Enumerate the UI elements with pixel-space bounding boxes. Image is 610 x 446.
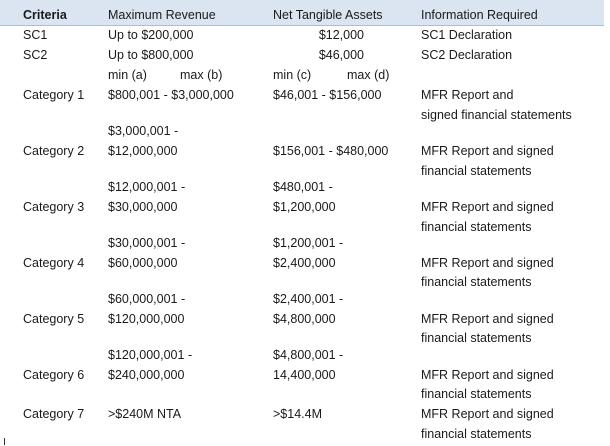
category-5-criteria: Category 5 <box>23 312 85 326</box>
category-2-nta: $156,001 - $480,000 <box>273 144 389 158</box>
subheader-min-a: min (a) <box>108 68 147 82</box>
sc2-info: SC2 Declaration <box>421 48 513 62</box>
category-1-revenue: $800,001 - $3,000,000 <box>108 88 234 102</box>
category-7-revenue: >$240M NTA <box>108 407 182 421</box>
category-6-revenue-line-1: $120,000,001 - <box>108 348 193 362</box>
category-3-nta-line-1: $480,001 - <box>273 180 333 194</box>
category-1-nta: $46,001 - $156,000 <box>273 88 382 102</box>
category-6-nta-line-2: 14,400,000 <box>273 368 336 382</box>
sc2-criteria: SC2 <box>23 48 48 62</box>
header-net-tangible-assets: Net Tangible Assets <box>273 8 383 22</box>
sc2-revenue: Up to $800,000 <box>108 48 194 62</box>
category-7-info-line-1: MFR Report and signed <box>421 407 554 421</box>
category-1-info-line-2: signed financial statements <box>421 108 572 122</box>
category-1-info-line-1: MFR Report and <box>421 88 514 102</box>
text-cursor <box>4 438 5 445</box>
category-5-revenue-line-2: $120,000,000 <box>108 312 185 326</box>
category-4-revenue-line-2: $60,000,000 <box>108 256 178 270</box>
category-7-nta: >$14.4M <box>273 407 322 421</box>
category-6-nta-line-1: $4,800,001 - <box>273 348 344 362</box>
sc1-nta: $12,000 <box>318 28 364 42</box>
category-4-nta-line-2: $2,400,000 <box>273 256 336 270</box>
category-3-revenue-line-1: $12,000,001 - <box>108 180 186 194</box>
sc2-nta: $46,000 <box>318 48 364 62</box>
category-3-nta-line-2: $1,200,000 <box>273 200 336 214</box>
header-information-required: Information Required <box>421 8 538 22</box>
header-criteria: Criteria <box>23 8 67 22</box>
sc1-info: SC1 Declaration <box>421 28 513 42</box>
category-3-revenue-line-2: $30,000,000 <box>108 200 178 214</box>
category-5-nta-line-1: $2,400,001 - <box>273 292 344 306</box>
category-3-info-line-2: financial statements <box>421 220 532 234</box>
category-2-info-line-1: MFR Report and signed <box>421 144 554 158</box>
category-4-criteria: Category 4 <box>23 256 85 270</box>
category-4-nta-line-1: $1,200,001 - <box>273 236 344 250</box>
category-5-nta-line-2: $4,800,000 <box>273 312 336 326</box>
category-1-criteria: Category 1 <box>23 88 85 102</box>
subheader-max-d: max (d) <box>347 68 390 82</box>
category-5-revenue-line-1: $60,000,001 - <box>108 292 186 306</box>
category-4-info-line-1: MFR Report and signed <box>421 256 554 270</box>
category-2-criteria: Category 2 <box>23 144 85 158</box>
sc1-revenue: Up to $200,000 <box>108 28 194 42</box>
category-6-info-line-2: financial statements <box>421 387 532 401</box>
category-2-revenue-line-1: $3,000,001 - <box>108 124 179 138</box>
category-6-info-line-1: MFR Report and signed <box>421 368 554 382</box>
category-6-criteria: Category 6 <box>23 368 85 382</box>
category-6-revenue-line-2: $240,000,000 <box>108 368 185 382</box>
category-5-info-line-2: financial statements <box>421 331 532 345</box>
category-3-criteria: Category 3 <box>23 200 85 214</box>
category-7-criteria: Category 7 <box>23 407 85 421</box>
category-3-info-line-1: MFR Report and signed <box>421 200 554 214</box>
category-4-info-line-2: financial statements <box>421 275 532 289</box>
header-maximum-revenue: Maximum Revenue <box>108 8 216 22</box>
category-7-info-line-2: financial statements <box>421 427 532 441</box>
subheader-min-c: min (c) <box>273 68 312 82</box>
sc1-criteria: SC1 <box>23 28 48 42</box>
subheader-max-b: max (b) <box>180 68 223 82</box>
category-2-revenue-line-2: $12,000,000 <box>108 144 178 158</box>
table-header-row <box>0 0 604 26</box>
category-4-revenue-line-1: $30,000,001 - <box>108 236 186 250</box>
category-5-info-line-1: MFR Report and signed <box>421 312 554 326</box>
category-2-info-line-2: financial statements <box>421 164 532 178</box>
